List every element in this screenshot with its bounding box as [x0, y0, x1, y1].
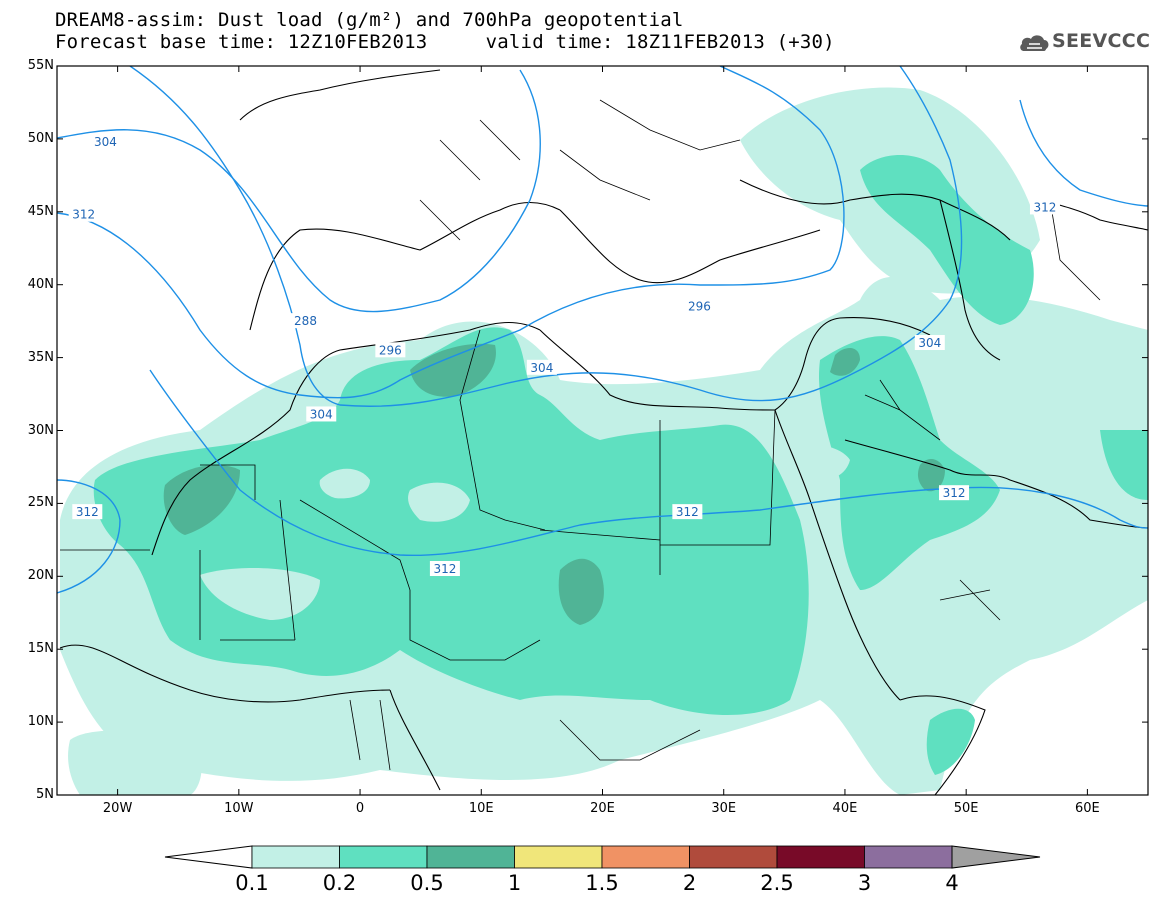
svg-text:304: 304 [918, 336, 941, 350]
map-title: DREAM8-assim: Dust load (g/m²) and 700hP… [55, 9, 684, 31]
colorbar-over-triangle [951, 845, 1041, 869]
contour-label: 312 [429, 561, 460, 577]
lat-label: 45N [27, 203, 54, 219]
lat-label: 30N [27, 422, 54, 438]
svg-text:312: 312 [943, 486, 966, 500]
svg-text:296: 296 [688, 300, 711, 314]
lon-label: 10W [224, 801, 254, 816]
svg-text:304: 304 [94, 135, 117, 149]
colorbar-tick-label: 4 [945, 871, 959, 895]
lon-label: 10E [468, 801, 494, 816]
contour-label: 296 [684, 298, 715, 314]
svg-text:312: 312 [76, 505, 99, 519]
geopotential-contours [57, 66, 1148, 594]
svg-text:304: 304 [530, 361, 553, 375]
lon-label: 50E [953, 801, 979, 816]
lat-label: 50N [27, 130, 54, 146]
contour-label: 304 [914, 335, 945, 351]
colorbar-tick-label: 2.5 [760, 871, 794, 895]
lon-label: 40E [832, 801, 858, 816]
contour-label: 312 [939, 485, 970, 501]
lat-label: 15N [27, 641, 54, 657]
contour-label: 312 [1029, 199, 1060, 215]
contour-label: 304 [90, 133, 121, 149]
cloud-logo-icon [1020, 35, 1049, 51]
colorbar-segment [776, 845, 865, 869]
colorbar-tick-label: 0.2 [322, 871, 357, 895]
colorbar-tick-label: 0.5 [410, 871, 444, 895]
contour-label: 312 [68, 206, 99, 222]
lon-label: 20E [590, 801, 615, 816]
svg-text:296: 296 [379, 343, 402, 357]
colorbar-tick-label: 1.5 [585, 871, 619, 895]
svg-text:312: 312 [433, 562, 456, 576]
contour-labels: 304 312 288 296 304 296 304 304 312 312 312 312 312 [68, 133, 1060, 577]
colorbar-segment [514, 845, 603, 869]
colorbar-segment [426, 845, 515, 869]
svg-text:312: 312 [72, 208, 95, 222]
coastlines [59, 69, 1148, 795]
lat-label: 20N [27, 568, 54, 584]
colorbar-segment [251, 845, 340, 869]
lon-label: 20W [102, 801, 133, 816]
axis-ticks [57, 65, 1148, 796]
dust-holes [200, 444, 850, 620]
lat-label: 5N [36, 787, 54, 802]
lat-label: 40N [27, 276, 54, 292]
svg-text:312: 312 [1034, 200, 1057, 214]
contour-label: 312 [672, 504, 703, 520]
colorbar-tick-label: 0.1 [235, 871, 269, 895]
lon-label: 30E [711, 801, 737, 816]
colorbar-tick-label: 1 [507, 871, 522, 895]
colorbar-segment [864, 845, 953, 869]
colorbar-tick-label: 3 [857, 871, 872, 895]
contour-label: 312 [72, 504, 103, 520]
contour-label: 304 [306, 406, 337, 422]
contour-label: 296 [375, 342, 406, 358]
dust-layer-dark [163, 343, 945, 625]
lat-label: 10N [27, 714, 54, 730]
colorbar-segment [689, 845, 778, 869]
lon-label: 60E [1074, 801, 1100, 816]
colorbar-under-triangle [164, 845, 253, 869]
map-subtitle-times: Forecast base time: 12Z10FEB2013 valid t… [55, 31, 835, 53]
lat-label: 55N [27, 58, 54, 73]
contour-label: 288 [290, 313, 321, 329]
borders [60, 99, 1101, 771]
seevccc-logo-text: SEEVCCC [1052, 30, 1151, 52]
lat-label: 35N [27, 349, 54, 365]
lon-label: 0 [355, 801, 365, 816]
contour-label: 304 [526, 359, 557, 375]
colorbar [164, 845, 1041, 869]
svg-text:304: 304 [310, 407, 333, 421]
colorbar-segment [601, 845, 690, 869]
colorbar-tick-label: 2 [682, 871, 697, 895]
lat-label: 25N [27, 495, 54, 511]
colorbar-segment [339, 845, 428, 869]
svg-text:312: 312 [676, 505, 699, 519]
svg-text:288: 288 [294, 314, 317, 328]
